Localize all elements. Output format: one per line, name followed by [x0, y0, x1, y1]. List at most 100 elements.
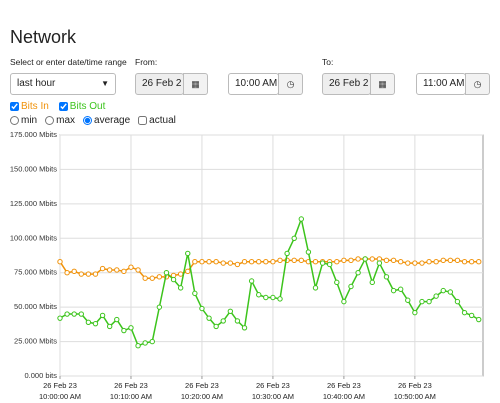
data-point: [426, 298, 432, 305]
data-point: [468, 258, 475, 265]
data-point: [114, 267, 120, 273]
stat-option[interactable]: max: [45, 115, 75, 126]
data-point: [383, 274, 390, 280]
from-time[interactable]: 10:00 AM: [228, 73, 279, 95]
stat-radio[interactable]: [45, 116, 55, 125]
y-tick-label: 0.000 bits: [24, 371, 57, 380]
series-toggle[interactable]: Bits In: [10, 101, 49, 112]
to-time[interactable]: 11:00 AM: [416, 73, 466, 95]
data-point: [447, 289, 454, 295]
x-tick-label: 26 Feb 23 10:40:00 AM: [322, 381, 365, 401]
data-point: [99, 265, 106, 272]
y-tick-label: 175.000 Mbits: [10, 130, 57, 139]
data-point: [71, 268, 77, 275]
data-point: [234, 261, 241, 268]
data-point: [277, 296, 283, 302]
data-point: [461, 309, 468, 316]
data-point: [433, 258, 439, 265]
data-point: [397, 286, 404, 292]
data-point: [341, 257, 347, 264]
stat-option-label: max: [56, 115, 76, 126]
series-toggles: Bits In Bits Out: [10, 101, 105, 112]
series-toggle[interactable]: Bits Out: [58, 101, 106, 112]
data-point: [362, 256, 368, 262]
x-tick-label: 26 Feb 23 10:10:00 AM: [109, 381, 153, 401]
data-point: [213, 323, 219, 330]
data-point: [234, 318, 241, 324]
data-point: [263, 258, 269, 265]
data-point: [291, 235, 297, 241]
data-point: [114, 316, 120, 323]
data-point: [461, 258, 468, 265]
data-point: [213, 258, 219, 265]
data-point: [192, 290, 198, 297]
data-point: [135, 267, 141, 273]
data-point: [177, 285, 184, 291]
data-point: [355, 270, 361, 276]
data-point: [305, 249, 312, 255]
from-label: From:: [135, 57, 158, 67]
stat-radio[interactable]: [10, 116, 19, 125]
data-point: [128, 325, 134, 331]
data-point: [185, 250, 191, 257]
data-point: [149, 338, 155, 345]
data-point: [355, 256, 361, 262]
data-point: [419, 260, 425, 266]
data-point: [369, 279, 375, 286]
y-tick-label: 125.000 Mbits: [10, 199, 57, 208]
from-calendar-button[interactable]: ▦: [183, 73, 208, 95]
series-toggle-label: Bits Out: [69, 101, 106, 112]
to-clock-button[interactable]: ◷: [465, 73, 490, 95]
data-point: [220, 260, 226, 266]
to-date[interactable]: 26 Feb 2: [322, 73, 371, 95]
data-point: [156, 304, 163, 310]
stat-option-label: average: [94, 115, 131, 126]
data-point: [326, 261, 333, 268]
data-point: [440, 287, 446, 294]
x-tick-label: 26 Feb 23 10:00:00 AM: [38, 381, 82, 401]
range-select[interactable]: last hour ▼: [10, 73, 116, 95]
from-clock-button[interactable]: ◷: [278, 73, 303, 95]
data-point: [334, 279, 340, 286]
data-point: [192, 258, 198, 265]
data-point: [468, 312, 475, 319]
from-date[interactable]: 26 Feb 2: [135, 73, 184, 95]
data-point: [199, 258, 205, 265]
data-point: [298, 257, 305, 264]
data-point: [156, 274, 163, 280]
stat-radio[interactable]: [83, 116, 93, 125]
data-point: [426, 258, 432, 265]
data-point: [348, 257, 354, 264]
series-checkbox[interactable]: [58, 102, 68, 111]
data-point: [206, 258, 212, 265]
data-point: [270, 294, 276, 301]
range-select-value: last hour: [17, 78, 56, 89]
data-point: [256, 258, 262, 265]
data-point: [149, 275, 155, 281]
actual-checkbox[interactable]: [138, 116, 148, 125]
to-calendar-button[interactable]: ▦: [370, 73, 395, 95]
series-checkbox[interactable]: [10, 102, 19, 111]
data-point: [85, 319, 92, 325]
data-point: [135, 343, 141, 349]
data-point: [241, 325, 248, 331]
data-point: [85, 271, 92, 277]
data-point: [433, 293, 439, 299]
data-point: [163, 270, 170, 276]
stat-option[interactable]: average: [83, 115, 130, 126]
data-point: [142, 275, 148, 281]
data-point: [220, 318, 226, 324]
data-point: [454, 257, 461, 264]
data-point: [312, 258, 319, 265]
data-point: [248, 278, 255, 284]
data-point: [447, 257, 454, 264]
y-tick-label: 50.000 Mbits: [14, 302, 57, 311]
data-point: [298, 216, 305, 222]
data-point: [121, 268, 127, 275]
stat-option-label: min: [21, 115, 38, 126]
stat-option[interactable]: min: [10, 115, 37, 126]
y-tick-label: 150.000 Mbits: [10, 164, 57, 173]
stat-option[interactable]: actual: [138, 115, 176, 126]
